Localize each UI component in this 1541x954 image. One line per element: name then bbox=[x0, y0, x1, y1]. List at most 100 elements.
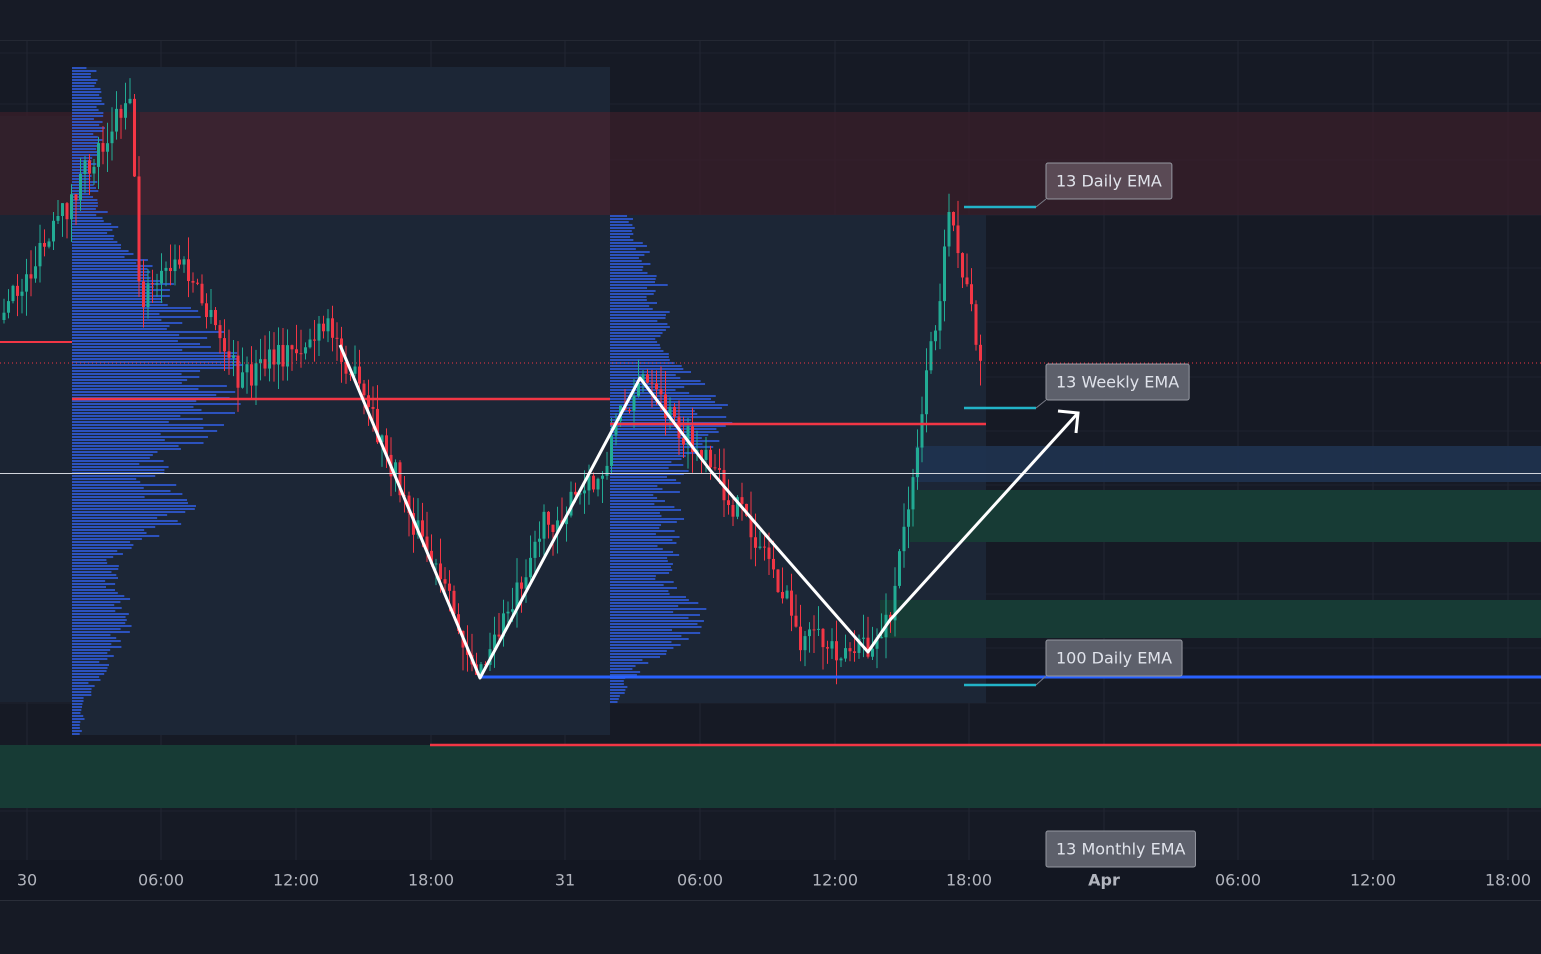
profile-bar bbox=[72, 286, 154, 288]
profile-bar bbox=[610, 260, 642, 262]
candle-body bbox=[322, 323, 325, 332]
profile-bar bbox=[72, 382, 182, 384]
candle-body bbox=[52, 220, 55, 242]
profile-bar bbox=[72, 121, 103, 123]
profile-bar bbox=[72, 520, 178, 522]
candle-body bbox=[326, 318, 330, 332]
profile-bar bbox=[610, 284, 668, 286]
profile-bar bbox=[610, 527, 660, 529]
profile-bar bbox=[72, 508, 195, 510]
profile-bar bbox=[72, 652, 108, 654]
candle-body bbox=[407, 495, 411, 514]
profile-bar bbox=[72, 250, 129, 252]
candle-body bbox=[848, 648, 852, 652]
candle-body bbox=[767, 547, 771, 559]
candle-body bbox=[511, 609, 514, 612]
time-label: 31 bbox=[555, 871, 575, 890]
candle-body bbox=[308, 339, 312, 348]
profile-bar bbox=[610, 248, 636, 250]
candle-body bbox=[443, 579, 447, 584]
candle-body bbox=[313, 339, 316, 341]
profile-bar bbox=[72, 379, 188, 381]
candle-body bbox=[214, 309, 217, 326]
profile-bar bbox=[610, 557, 668, 559]
profile-bar bbox=[610, 515, 662, 517]
profile-bar bbox=[72, 610, 116, 612]
profile-bar bbox=[72, 622, 126, 624]
profile-bar bbox=[72, 403, 241, 405]
candle-body bbox=[493, 634, 496, 650]
profile-bar bbox=[610, 404, 728, 406]
candle-body bbox=[655, 383, 658, 390]
profile-bar bbox=[72, 139, 103, 141]
candle-body bbox=[637, 383, 640, 397]
candle-body bbox=[398, 462, 402, 496]
profile-bar bbox=[610, 269, 643, 271]
ema-box bbox=[1045, 639, 1183, 677]
time-label: 18:00 bbox=[946, 871, 992, 890]
profile-bar bbox=[610, 353, 669, 355]
candle-body bbox=[893, 585, 897, 621]
candle-body bbox=[844, 648, 847, 659]
candle-body bbox=[317, 323, 321, 341]
profile-bar bbox=[72, 124, 100, 126]
candle-body bbox=[241, 372, 244, 388]
profile-bar bbox=[72, 535, 160, 537]
profile-bar bbox=[610, 335, 661, 337]
profile-bar bbox=[72, 565, 119, 567]
profile-bar bbox=[72, 334, 180, 336]
candle-body bbox=[344, 361, 348, 374]
profile-bar bbox=[72, 718, 85, 720]
profile-bar bbox=[610, 641, 672, 643]
profile-bar bbox=[610, 587, 677, 589]
candle-body bbox=[439, 563, 442, 580]
profile-bar bbox=[72, 79, 98, 81]
profile-bar bbox=[72, 232, 108, 234]
profile-bar bbox=[72, 559, 107, 561]
profile-bar bbox=[610, 620, 704, 622]
candle-body bbox=[434, 563, 438, 565]
profile-bar bbox=[610, 605, 679, 607]
candle-body bbox=[776, 569, 780, 592]
profile-bar bbox=[610, 230, 632, 232]
profile-bar bbox=[72, 712, 81, 714]
profile-bar bbox=[72, 673, 105, 675]
profile-bar bbox=[72, 724, 80, 726]
candle-body bbox=[70, 194, 73, 220]
ema-text: 13 Monthly EMA bbox=[1056, 840, 1186, 859]
candle-body bbox=[862, 637, 865, 639]
candle-body bbox=[205, 303, 208, 318]
candle-body bbox=[430, 550, 433, 565]
profile-bar bbox=[610, 482, 681, 484]
profile-bar bbox=[72, 451, 158, 453]
profile-bar bbox=[72, 385, 227, 387]
profile-bar bbox=[72, 67, 87, 69]
profile-bar bbox=[610, 278, 656, 280]
candle-body bbox=[56, 216, 60, 221]
time-label: 06:00 bbox=[138, 871, 184, 890]
ema-text: 100 Daily EMA bbox=[1056, 649, 1172, 668]
profile-bar bbox=[72, 244, 122, 246]
time-label: 12:00 bbox=[812, 871, 858, 890]
profile-bar bbox=[72, 493, 183, 495]
profile-bar bbox=[610, 632, 701, 634]
profile-bar bbox=[72, 427, 204, 429]
profile-bar bbox=[72, 601, 121, 603]
profile-bar bbox=[72, 421, 169, 423]
candle-body bbox=[164, 267, 168, 271]
candle-body bbox=[929, 341, 933, 371]
profile-bar bbox=[610, 233, 634, 235]
profile-bar bbox=[610, 257, 639, 259]
candle-body bbox=[979, 344, 982, 361]
candle-body bbox=[920, 414, 924, 448]
profile-bar bbox=[72, 280, 161, 282]
candle-body bbox=[551, 524, 555, 532]
profile-bar bbox=[72, 322, 183, 324]
profile-bar bbox=[72, 430, 218, 432]
candle-body bbox=[673, 406, 676, 417]
candle-body bbox=[646, 374, 649, 383]
profile-bar bbox=[72, 445, 179, 447]
profile-bar bbox=[72, 457, 150, 459]
profile-bar bbox=[610, 371, 692, 373]
profile-bar bbox=[610, 521, 677, 523]
